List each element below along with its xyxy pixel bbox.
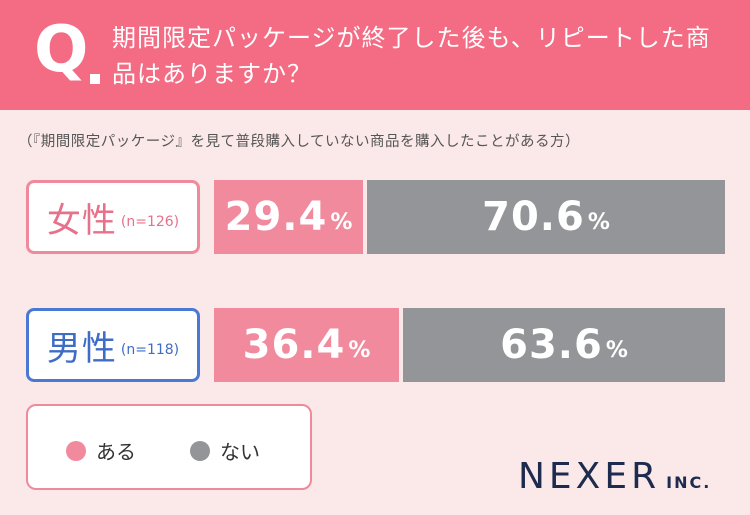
- male-aru-bar: 36.4%: [214, 308, 399, 382]
- male-bar-row: 36.4% 63.6%: [214, 308, 725, 382]
- nexer-logo: NEXER INC.: [518, 456, 711, 497]
- legend: ある ない: [26, 404, 312, 490]
- question-text: 期間限定パッケージが終了した後も、リピートした商品はありますか？: [112, 24, 711, 88]
- male-label-box: 男性 (n=118): [26, 308, 200, 382]
- aru-dot-icon: [66, 440, 86, 461]
- percent-sign: %: [587, 209, 610, 235]
- male-label: 男性: [46, 328, 117, 369]
- percent-sign: %: [348, 337, 371, 363]
- female-n: (n=126): [120, 214, 180, 230]
- percent-sign: %: [605, 337, 628, 363]
- male-aru-value: 36.4: [242, 322, 346, 368]
- female-label-box: 女性 (n=126): [26, 180, 200, 254]
- female-label: 女性: [46, 200, 117, 241]
- q-dot-icon: [90, 74, 100, 84]
- male-nai-bar: 63.6%: [403, 308, 725, 382]
- male-n: (n=118): [120, 342, 180, 358]
- question-header: Q 期間限定パッケージが終了した後も、リピートした商品はありますか？: [0, 0, 750, 110]
- female-aru-bar: 29.4%: [214, 180, 363, 254]
- female-nai-value: 70.6: [482, 194, 585, 240]
- nai-dot-icon: [190, 440, 210, 461]
- female-nai-bar: 70.6%: [367, 180, 725, 254]
- logo-suffix: INC.: [666, 473, 712, 492]
- legend-label-nai: ない: [220, 440, 260, 464]
- respondent-note: （『期間限定パッケージ』を見て普段購入していない商品を購入したことがある方）: [18, 134, 581, 150]
- female-bar-row: 29.4% 70.6%: [214, 180, 725, 254]
- legend-item-aru: ある: [66, 436, 136, 465]
- legend-label-aru: ある: [96, 440, 136, 464]
- logo-main: NEXER: [518, 456, 661, 497]
- male-nai-value: 63.6: [500, 322, 603, 368]
- q-mark: Q: [34, 13, 89, 87]
- female-aru-value: 29.4: [224, 194, 328, 240]
- legend-item-nai: ない: [190, 436, 260, 465]
- percent-sign: %: [330, 209, 353, 235]
